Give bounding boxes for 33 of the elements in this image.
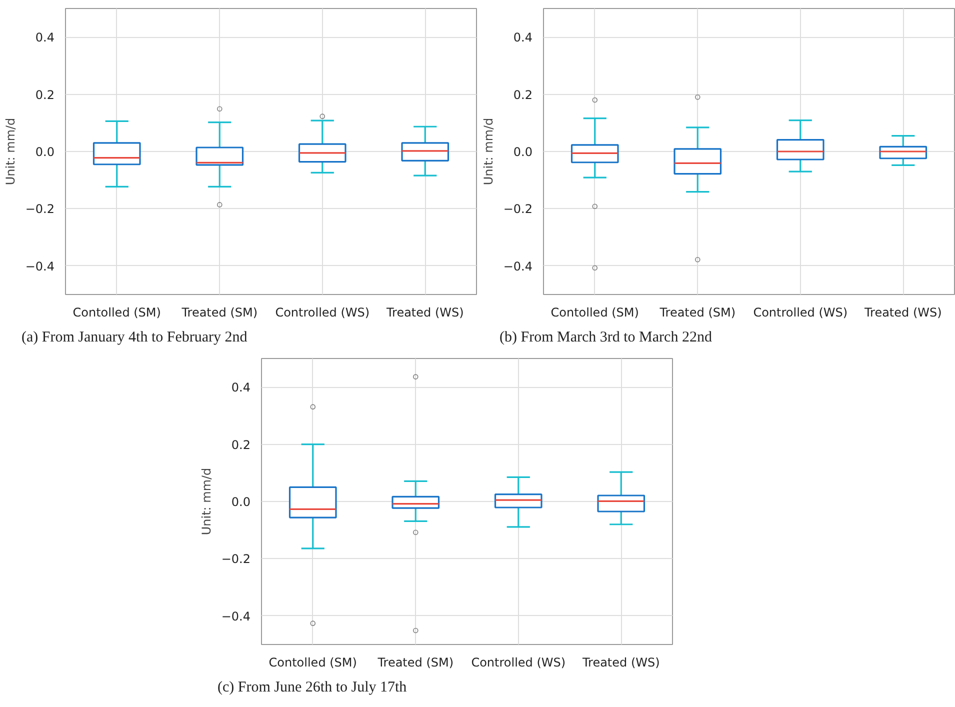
y-tick-label: −0.2 <box>221 552 250 566</box>
y-tick-label: 0.2 <box>231 438 251 452</box>
x-tick-label: Treated (WS) <box>581 656 660 670</box>
x-tick-label: Controlled (WS) <box>275 306 370 320</box>
y-tick-label: −0.4 <box>503 259 532 274</box>
y-tick-label: 0.0 <box>231 495 251 509</box>
x-tick-label: Treated (SM) <box>376 656 454 670</box>
y-tick-label: 0.4 <box>231 380 251 395</box>
y-axis-title: Unit: mm/d <box>481 118 496 186</box>
y-tick-label: 0.0 <box>513 145 533 159</box>
x-tick-label: Treated (WS) <box>385 306 464 320</box>
y-axis-title: Unit: mm/d <box>199 468 214 536</box>
y-axis-title: Unit: mm/d <box>3 118 18 186</box>
x-tick-label: Controlled (WS) <box>471 656 566 670</box>
x-tick-label: Treated (SM) <box>180 306 258 320</box>
x-tick-label: Contolled (SM) <box>550 306 639 320</box>
text: (b) From March 3rd to March 22nd <box>500 330 712 346</box>
y-tick-label: −0.4 <box>221 609 250 624</box>
x-tick-label: Contolled (SM) <box>72 306 161 320</box>
y-tick-label: 0.4 <box>513 30 533 45</box>
y-tick-label: 0.2 <box>513 88 533 102</box>
y-tick-label: 0.0 <box>35 145 55 159</box>
text: (c) From June 26th to July 17th <box>218 680 408 696</box>
x-tick-label: Contolled (SM) <box>268 656 357 670</box>
x-tick-label: Controlled (WS) <box>753 306 848 320</box>
y-tick-label: 0.4 <box>35 30 55 45</box>
x-tick-label: Treated (WS) <box>863 306 942 320</box>
y-tick-label: −0.2 <box>25 202 54 216</box>
y-tick-label: −0.4 <box>25 259 54 274</box>
y-tick-label: −0.2 <box>503 202 532 216</box>
text: (a) From January 4th to February 2nd <box>22 330 248 346</box>
x-tick-label: Treated (SM) <box>658 306 736 320</box>
y-tick-label: 0.2 <box>35 88 55 102</box>
